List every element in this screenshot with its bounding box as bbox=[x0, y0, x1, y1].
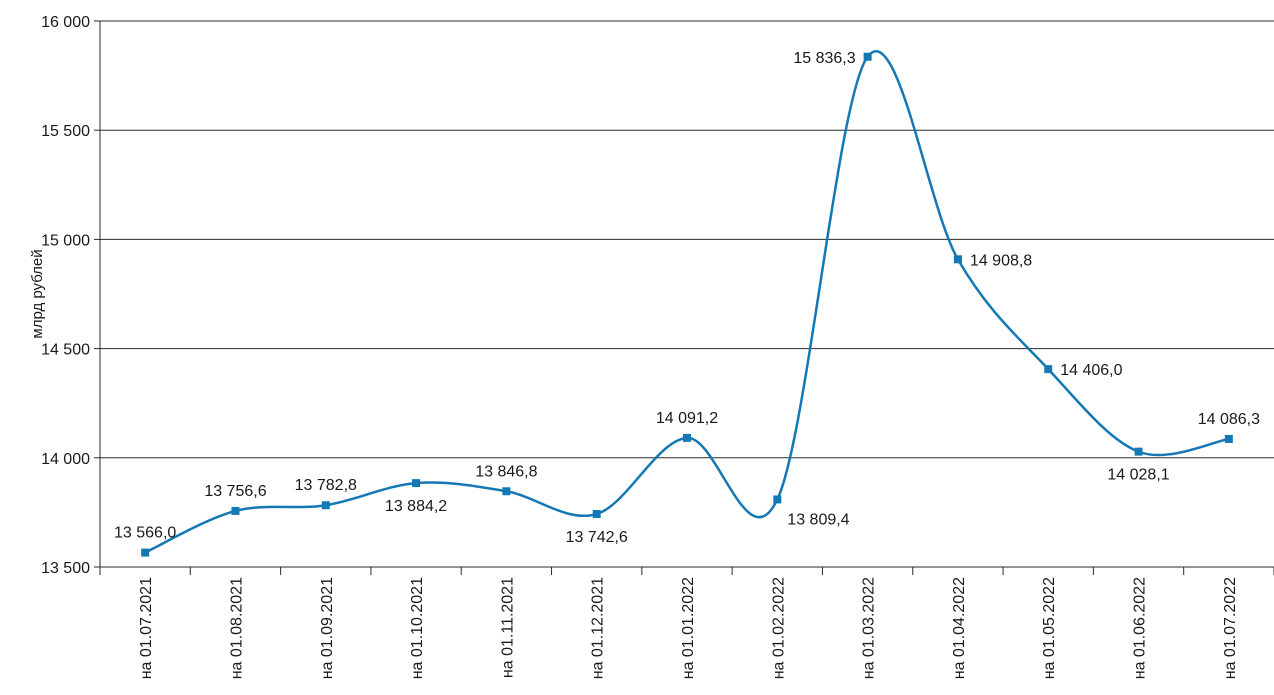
data-markers bbox=[141, 52, 1233, 557]
data-point-marker bbox=[502, 487, 511, 496]
x-tick-label: на 01.10.2021 bbox=[409, 577, 426, 679]
axes bbox=[94, 20, 1274, 575]
y-tick-label: 14 000 bbox=[41, 451, 90, 468]
x-tick-label: на 01.08.2021 bbox=[228, 577, 245, 679]
data-label: 13 884,2 bbox=[385, 498, 447, 515]
data-label: 15 836,3 bbox=[793, 50, 855, 67]
x-tick-label: на 01.07.2022 bbox=[1222, 577, 1239, 679]
data-point-marker bbox=[1134, 447, 1143, 456]
data-label: 13 809,4 bbox=[787, 511, 849, 528]
x-tick-label: на 01.02.2022 bbox=[770, 577, 787, 679]
data-label: 13 742,6 bbox=[566, 529, 628, 546]
data-point-marker bbox=[953, 255, 962, 264]
data-label: 14 086,3 bbox=[1198, 411, 1260, 428]
y-tick-label: 15 000 bbox=[41, 232, 90, 249]
data-point-marker bbox=[141, 548, 150, 557]
data-label: 13 566,0 bbox=[114, 525, 176, 542]
x-tick-label: на 01.01.2022 bbox=[680, 577, 697, 679]
data-label: 13 756,6 bbox=[204, 483, 266, 500]
y-axis-title: млрд рублей bbox=[29, 249, 46, 338]
data-point-marker bbox=[863, 52, 872, 61]
data-point-marker bbox=[1224, 434, 1233, 443]
x-tick-label: на 01.11.2021 bbox=[499, 577, 516, 678]
x-tick-label: на 01.06.2022 bbox=[1132, 577, 1149, 679]
data-label: 14 406,0 bbox=[1060, 362, 1122, 379]
x-tick-label: на 01.12.2021 bbox=[590, 577, 607, 679]
x-tick-label: на 01.05.2022 bbox=[1041, 577, 1058, 679]
y-tick-labels: 13 500 14 000 14 500 15 000 15 500 16 000 bbox=[41, 14, 90, 577]
data-label: 14 908,8 bbox=[970, 252, 1032, 269]
y-tick-label: 13 500 bbox=[41, 560, 90, 577]
y-tick-label: 15 500 bbox=[41, 123, 90, 140]
data-point-marker bbox=[321, 501, 330, 510]
data-point-marker bbox=[1044, 365, 1053, 374]
x-tick-label: на 01.03.2022 bbox=[861, 577, 878, 679]
data-label: 13 846,8 bbox=[475, 463, 537, 480]
series-line bbox=[144, 50, 1230, 554]
data-point-marker bbox=[231, 506, 240, 515]
x-tick-label: на 01.09.2021 bbox=[319, 577, 336, 679]
y-tick-label: 14 500 bbox=[41, 342, 90, 359]
data-label: 13 782,8 bbox=[295, 477, 357, 494]
data-point-marker bbox=[773, 495, 782, 504]
data-point-marker bbox=[592, 510, 601, 519]
data-labels: 13 566,0 13 756,6 13 782,8 13 884,2 13 846,8… bbox=[114, 50, 1260, 546]
x-tick-labels: на 01.07.2021 на 01.08.2021 на 01.09.2021 н… bbox=[138, 577, 1239, 679]
data-label: 14 091,2 bbox=[656, 410, 718, 427]
data-point-marker bbox=[412, 479, 421, 488]
x-tick-label: на 01.04.2022 bbox=[951, 577, 968, 679]
data-label: 14 028,1 bbox=[1107, 467, 1169, 484]
y-tick-label: 16 000 bbox=[41, 14, 90, 31]
gridlines bbox=[100, 20, 1274, 568]
data-point-marker bbox=[683, 433, 691, 442]
x-tick-label: на 01.07.2021 bbox=[138, 577, 155, 679]
